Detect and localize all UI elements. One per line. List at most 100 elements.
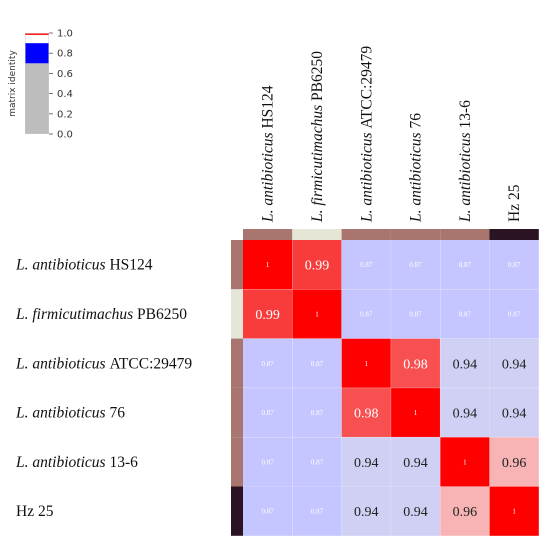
cell-value-label: 0.94 (502, 407, 527, 422)
cell-value-label: 0.98 (403, 357, 428, 372)
colorbar-tick-label: 0.8 (57, 49, 73, 60)
cell-value-label: 0.87 (360, 261, 373, 269)
colorbar-border (25, 33, 49, 134)
column-label-strain: 76 (408, 113, 425, 129)
cell-value-label: 0.87 (262, 360, 275, 368)
heatmap-cell (440, 437, 490, 487)
row-group-swatch (231, 437, 243, 487)
row-group-swatch (231, 387, 243, 438)
heatmap-cell (390, 289, 441, 339)
column-group-swatch (292, 229, 342, 240)
cell-value-label: 0.87 (459, 310, 472, 318)
column-label: L. antibioticus 13-6 (457, 100, 474, 223)
cell-value-label: 0.94 (354, 505, 379, 520)
row-label: Hz 25 (16, 503, 54, 520)
cell-value-label: 0.94 (403, 505, 428, 520)
heatmap-cell (341, 289, 391, 339)
row-label-species: L. antibioticus (15, 405, 109, 422)
heatmap-cell (243, 437, 293, 487)
heatmap-cell (341, 240, 391, 290)
heatmap-cell (440, 486, 490, 536)
column-label-species: L. antibioticus (358, 129, 375, 223)
column-group-swatch (440, 229, 490, 240)
heatmap-cell (292, 486, 342, 536)
cell-value-label: 0.87 (311, 458, 324, 466)
cell-value-label: 0.87 (262, 409, 275, 417)
row-group-swatch (231, 486, 243, 536)
column-group-swatch (341, 229, 391, 240)
cell-value-label: 0.87 (409, 310, 422, 318)
heatmap-cell (341, 338, 391, 388)
column-label: L. firmicutimachus PB6250 (309, 51, 326, 223)
row-labels: L. antibioticus HS124 L. firmicutimachus … (15, 257, 192, 521)
heatmap-cell (440, 289, 490, 339)
heatmap-cell (292, 289, 342, 339)
column-label-species: L. antibioticus (457, 129, 474, 223)
colorbar-tick-label: 0.2 (57, 109, 73, 120)
row-group-swatch (231, 289, 243, 339)
column-labels: L. antibioticus HS124 L. firmicutimachus … (260, 46, 524, 223)
heatmap-cell (390, 387, 441, 438)
heatmap-cell (243, 240, 293, 290)
column-label-strain: ATCC:29479 (358, 46, 375, 129)
heatmap-cell (489, 289, 539, 339)
cell-value-label: 0.99 (305, 259, 330, 274)
column-group-bar (243, 229, 539, 240)
row-label: L. firmicutimachus PB6250 (15, 306, 187, 323)
cell-value-label: 1 (414, 409, 418, 417)
column-label: L. antibioticus HS124 (260, 85, 277, 223)
heatmap-cell (292, 387, 342, 438)
colorbar-segment (25, 35, 49, 44)
column-group-swatch (390, 229, 441, 240)
cell-value-label: 0.94 (403, 456, 428, 471)
row-label: L. antibioticus 76 (15, 405, 125, 422)
heatmap-cell (440, 387, 490, 438)
column-label-strain: HS124 (260, 85, 277, 128)
column-group-swatch (243, 229, 293, 240)
cell-value-label: 0.94 (453, 357, 478, 372)
cell-value-label: 0.94 (453, 407, 478, 422)
heatmap-cell (341, 486, 391, 536)
column-label: L. antibioticus ATCC:29479 (358, 46, 375, 223)
row-label-species: L. antibioticus (15, 257, 109, 274)
row-label-species: L. firmicutimachus (15, 306, 137, 323)
colorbar-label: matrix identity (8, 50, 18, 117)
column-label: L. antibioticus 76 (408, 113, 425, 223)
cell-value-label: 0.87 (508, 310, 521, 318)
cell-value-label: 0.87 (262, 458, 275, 466)
cell-value-label: 0.94 (502, 357, 527, 372)
row-group-bar (231, 240, 243, 536)
cell-value-label: 1 (512, 508, 516, 516)
colorbar-segment (25, 43, 49, 64)
row-label-species: L. antibioticus (15, 454, 109, 471)
heatmap-cell (390, 338, 441, 388)
heatmap-cell (390, 486, 441, 536)
cell-value-label: 0.96 (502, 456, 527, 471)
cell-value-label: 0.87 (311, 409, 324, 417)
cell-value-label: 0.87 (508, 261, 521, 269)
row-label: L. antibioticus 13-6 (15, 454, 138, 471)
heatmap-cell (489, 240, 539, 290)
row-label-strain: 13-6 (109, 454, 138, 471)
colorbar-tick-label: 1.0 (57, 29, 73, 40)
cell-value-label: 1 (315, 310, 319, 318)
colorbar-tick-label: 0.4 (57, 89, 73, 100)
heatmap-cell (489, 387, 539, 438)
column-label-species: L. firmicutimachus (309, 101, 326, 223)
colorbar: 0.0 0.2 0.4 0.6 0.8 1.0 matrix identity (8, 29, 73, 141)
column-label-strain: PB6250 (309, 51, 326, 101)
heatmap-cell (243, 486, 293, 536)
cell-value-label: 1 (266, 261, 270, 269)
row-group-swatch (231, 240, 243, 290)
cell-value-label: 0.87 (360, 310, 373, 318)
cell-value-label: 0.96 (453, 505, 478, 520)
column-label-strain: Hz 25 (506, 184, 523, 222)
cell-value-label: 0.99 (255, 308, 280, 323)
heatmap-cell (440, 240, 490, 290)
heatmap-cell (489, 486, 539, 536)
heatmap-cell (292, 437, 342, 487)
row-label-strain: HS124 (109, 257, 152, 274)
column-group-swatch (489, 229, 539, 240)
row-label: L. antibioticus ATCC:29479 (15, 355, 192, 372)
cell-value-label: 0.87 (262, 508, 275, 516)
